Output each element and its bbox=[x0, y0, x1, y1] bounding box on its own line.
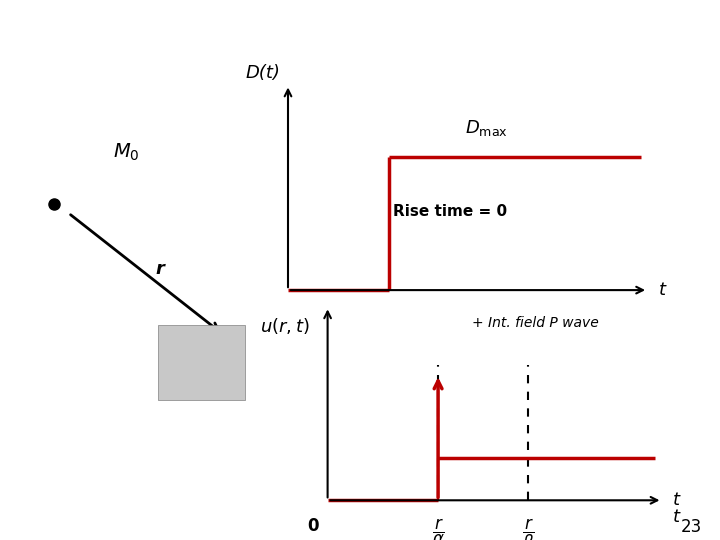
Text: 23: 23 bbox=[680, 518, 702, 536]
Text: $M_0$: $M_0$ bbox=[113, 141, 139, 163]
Text: t: t bbox=[673, 508, 680, 525]
Text: $\mathbf{0}$: $\mathbf{0}$ bbox=[307, 517, 320, 535]
Text: KINEMATICS POINT SOURCE: KINEMATICS POINT SOURCE bbox=[9, 13, 172, 23]
FancyBboxPatch shape bbox=[158, 325, 245, 400]
Text: t: t bbox=[673, 491, 680, 509]
Text: D(t): D(t) bbox=[246, 64, 281, 82]
Text: $\dfrac{r}{\beta}$: $\dfrac{r}{\beta}$ bbox=[522, 517, 535, 540]
Text: $u(r,t)$: $u(r,t)$ bbox=[260, 316, 310, 336]
Text: $\dfrac{r}{\alpha}$: $\dfrac{r}{\alpha}$ bbox=[431, 517, 444, 540]
Text: + Int. field P wave: + Int. field P wave bbox=[472, 316, 598, 330]
Text: t: t bbox=[659, 281, 666, 299]
Text: Rise time = 0: Rise time = 0 bbox=[393, 204, 507, 219]
Text: $D_{\rm max}$: $D_{\rm max}$ bbox=[464, 118, 508, 138]
Text: Solution for a Heaviside source time function: Solution for a Heaviside source time fun… bbox=[9, 35, 557, 55]
Text: r: r bbox=[156, 260, 165, 278]
